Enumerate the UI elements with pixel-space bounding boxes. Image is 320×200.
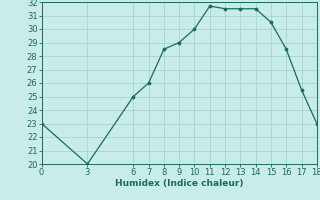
X-axis label: Humidex (Indice chaleur): Humidex (Indice chaleur) [115, 179, 244, 188]
